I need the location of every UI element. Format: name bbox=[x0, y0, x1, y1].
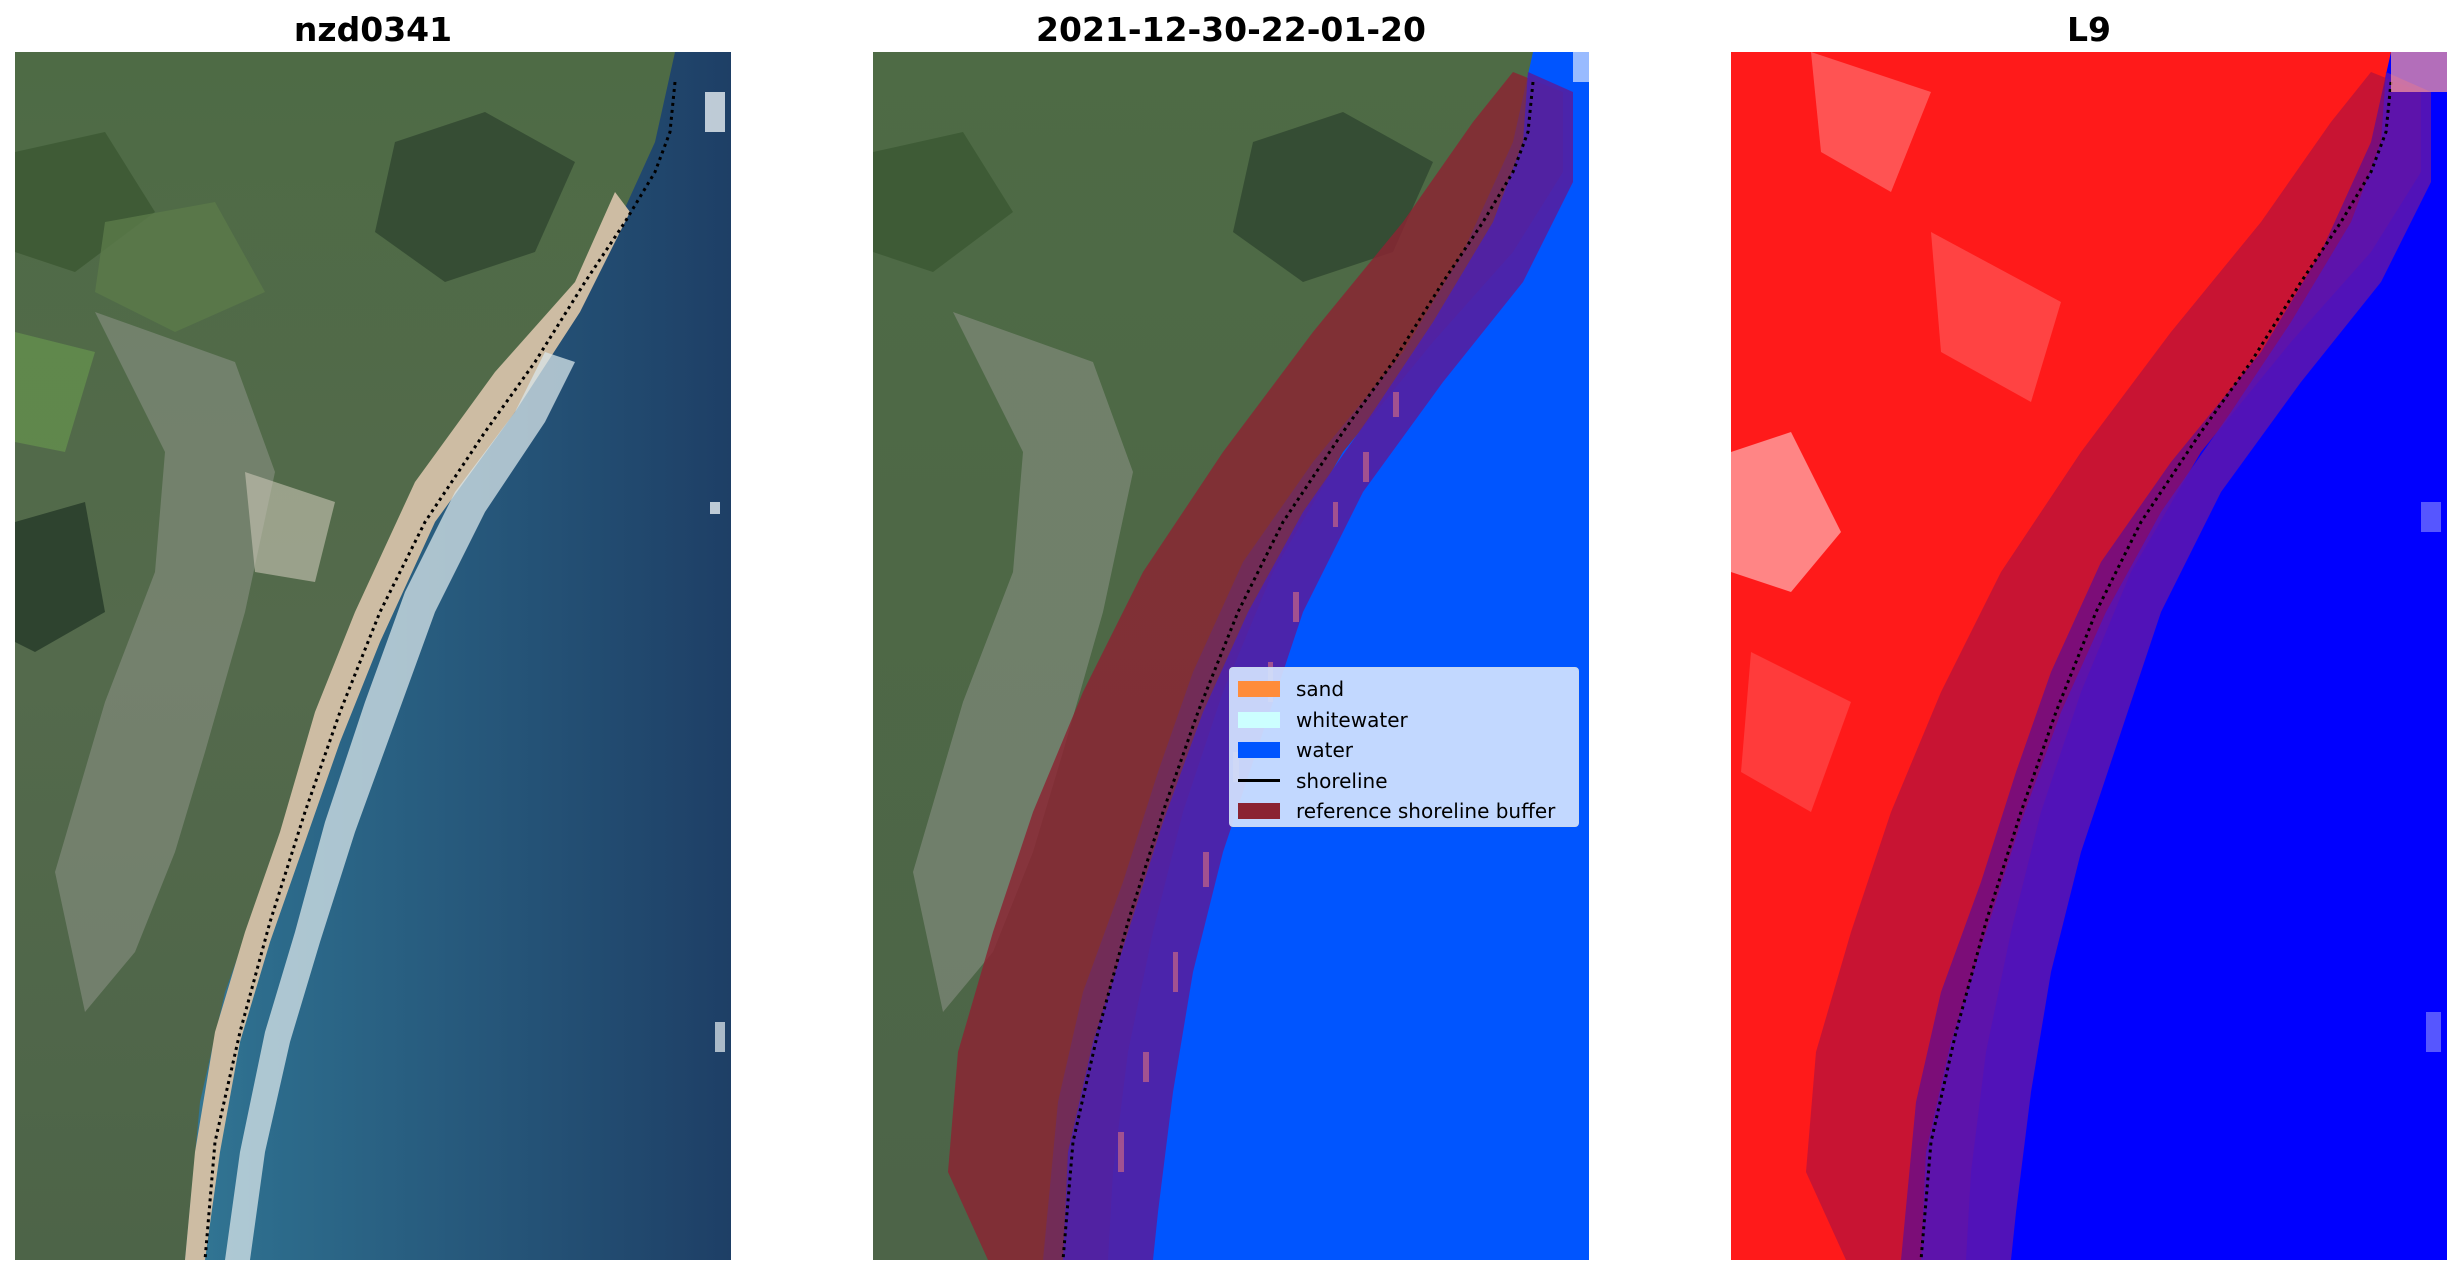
classification-legend: sand whitewater water shoreline referenc… bbox=[1229, 667, 1579, 827]
legend-label-water: water bbox=[1296, 738, 1353, 763]
buffer-swatch bbox=[1238, 803, 1280, 820]
l9-panel: L9 bbox=[1731, 0, 2447, 1279]
legend-item-shoreline: shoreline bbox=[1238, 766, 1570, 797]
l9-index-image bbox=[1731, 52, 2447, 1260]
legend-label-shoreline: shoreline bbox=[1296, 768, 1388, 793]
legend-item-sand: sand bbox=[1238, 674, 1570, 705]
sand-swatch bbox=[1238, 681, 1280, 698]
shoreline-line-swatch bbox=[1238, 779, 1280, 783]
rgb-panel-title: nzd0341 bbox=[293, 10, 453, 49]
rgb-panel: nzd0341 bbox=[15, 0, 731, 1279]
legend-label-buffer: reference shoreline buffer bbox=[1296, 799, 1556, 824]
legend-label-whitewater: whitewater bbox=[1296, 707, 1408, 732]
rgb-satellite-image bbox=[15, 52, 731, 1260]
legend-label-sand: sand bbox=[1296, 677, 1345, 702]
classification-image bbox=[873, 52, 1589, 1260]
legend-item-whitewater: whitewater bbox=[1238, 705, 1570, 736]
legend-item-buffer: reference shoreline buffer bbox=[1238, 796, 1570, 827]
legend-item-water: water bbox=[1238, 735, 1570, 766]
classification-panel: 2021-12-30-22-01-20 bbox=[873, 0, 1589, 1279]
l9-panel-title: L9 bbox=[2067, 10, 2111, 49]
whitewater-swatch bbox=[1238, 711, 1280, 728]
water-swatch bbox=[1238, 742, 1280, 759]
classification-panel-title: 2021-12-30-22-01-20 bbox=[1036, 10, 1426, 49]
